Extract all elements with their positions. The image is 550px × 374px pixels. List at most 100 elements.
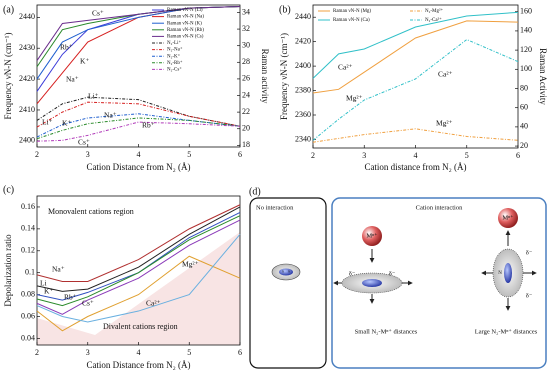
divalent-region-shade: [37, 232, 240, 345]
x-tick-label: 6: [238, 150, 242, 159]
annotation: Na⁺: [104, 111, 117, 120]
series-line: [36, 204, 241, 282]
series-line: [36, 219, 241, 315]
y-tick-label: 2410: [19, 105, 35, 114]
x-tick-label: 4: [137, 150, 141, 159]
legend-label: N₂-Na⁺: [167, 47, 183, 53]
panel-label: (c): [3, 184, 14, 195]
y-tick-label: 2440: [295, 12, 311, 21]
y2-tick-label: 120: [520, 45, 532, 54]
atom-label: N: [282, 270, 285, 274]
panel-label: (a): [3, 4, 14, 15]
y2-tick-label: 20: [520, 141, 528, 150]
y2-axis-label: Raman Activity: [538, 48, 548, 105]
annotation: Rb⁺: [64, 293, 77, 302]
y-tick-label: 0.14: [21, 224, 35, 233]
series-line: [36, 206, 241, 292]
plot-frame: [312, 4, 519, 149]
x-tick-label: 3: [86, 348, 90, 357]
annotation: Mg²⁺: [436, 119, 453, 128]
annotation: K⁺: [80, 57, 89, 66]
annotation: Na⁺: [66, 75, 79, 84]
legend-label: N₂-Ca²⁺: [425, 17, 442, 23]
y2-tick-label: 22: [242, 107, 250, 116]
atom-label: N: [498, 271, 502, 276]
y2-tick-label: 34: [242, 7, 250, 16]
legend-label: Raman νN-N (K): [167, 21, 202, 26]
y-tick-label: 0.1: [25, 268, 35, 277]
y2-tick-label: 40: [520, 122, 528, 131]
y-tick-label: 0.04: [21, 333, 35, 342]
y-tick-label: 0.12: [21, 246, 35, 255]
x-axis-label: Cation Distance from N₂ (Å): [86, 162, 190, 172]
legend-label: Raman νN-N (Ca): [333, 18, 370, 23]
x-tick-label: 2: [35, 348, 39, 357]
x-axis-label: Cation distance from N₂ (Å): [364, 162, 466, 172]
caption: Small N₂-Mⁿ⁺ distances: [355, 328, 418, 335]
y2-tick-label: 100: [520, 64, 532, 73]
y-tick-label: 2380: [295, 85, 311, 94]
caption: Large N₂-Mⁿ⁺ distances: [475, 328, 538, 335]
y-tick-label: 2420: [295, 36, 311, 45]
x-axis-label: Cation Distance from N₂ (Å): [86, 360, 190, 370]
y-axis-label: Frequency νN-N (cm⁻¹): [279, 33, 289, 120]
series-line: [36, 113, 241, 138]
annotation: Ca²⁺: [438, 70, 453, 79]
series-line: [312, 11, 519, 79]
legend-label: Raman νN-N (Li): [167, 8, 203, 13]
legend-label: N₂-Rb⁺: [167, 60, 183, 66]
y2-tick-label: 28: [242, 57, 250, 66]
y2-tick-label: 140: [520, 26, 532, 35]
legend-label: Raman νN-N (Na): [167, 15, 204, 20]
legend-label: Raman νN-N (Rb): [167, 28, 204, 33]
panel-label: (b): [279, 4, 291, 15]
box-title: Cation interaction: [416, 204, 464, 211]
annotation: Cs⁺: [78, 138, 90, 147]
cation-interaction-box: [331, 197, 547, 369]
region-label: Divalent cations region: [103, 322, 178, 331]
series-line: [36, 117, 241, 140]
panel-label: (d): [249, 186, 261, 197]
x-tick-label: 3: [362, 151, 366, 160]
legend-label: N₂-Li⁺: [167, 40, 181, 46]
annotation: Cs⁺: [82, 299, 94, 308]
cation-label: Mⁿ⁺: [502, 214, 514, 221]
series-line: [36, 6, 241, 68]
y2-tick-label: 80: [520, 83, 528, 92]
x-tick-label: 5: [187, 150, 191, 159]
y2-tick-label: 26: [242, 74, 250, 83]
charge-label: δ⁻: [526, 249, 533, 256]
series-line: [36, 255, 241, 332]
y-tick-label: 2430: [19, 43, 35, 52]
y-tick-label: 2440: [19, 12, 35, 21]
series-line: [36, 121, 241, 142]
n2-molecule: [362, 279, 382, 287]
y2-tick-label: 60: [520, 103, 528, 112]
cation-label: Mⁿ⁺: [366, 232, 378, 239]
x-tick-label: 3: [86, 150, 90, 159]
annotation: Rb⁺: [60, 43, 73, 52]
legend-label: N₂-Mg²⁺: [425, 8, 443, 14]
x-tick-label: 2: [311, 151, 315, 160]
legend-label: N₂-Cs⁺: [167, 67, 182, 73]
annotation: Li: [40, 279, 47, 288]
box-title: No interaction: [256, 204, 294, 211]
annotation: Na⁺: [52, 265, 65, 274]
series-line: [36, 101, 241, 128]
n2-molecule: [279, 268, 293, 276]
x-tick-label: 5: [187, 348, 191, 357]
legend-label: N₂-K⁺: [167, 53, 181, 59]
cation-sphere: [362, 226, 382, 246]
series-line: [312, 20, 519, 94]
y2-tick-label: 160: [520, 7, 532, 16]
region-label: Monovalent cations region: [48, 207, 134, 216]
y-axis-label: Depolarization ratio: [3, 234, 13, 307]
y2-axis-label: Raman activity: [260, 49, 270, 104]
annotation: Li⁺: [88, 92, 99, 101]
y-tick-label: 2420: [19, 74, 35, 83]
annotation: Mg²⁺: [346, 94, 363, 103]
annotation: Rb⁺: [142, 121, 155, 130]
y2-tick-label: 32: [242, 24, 250, 33]
y-tick-label: 2400: [295, 61, 311, 70]
